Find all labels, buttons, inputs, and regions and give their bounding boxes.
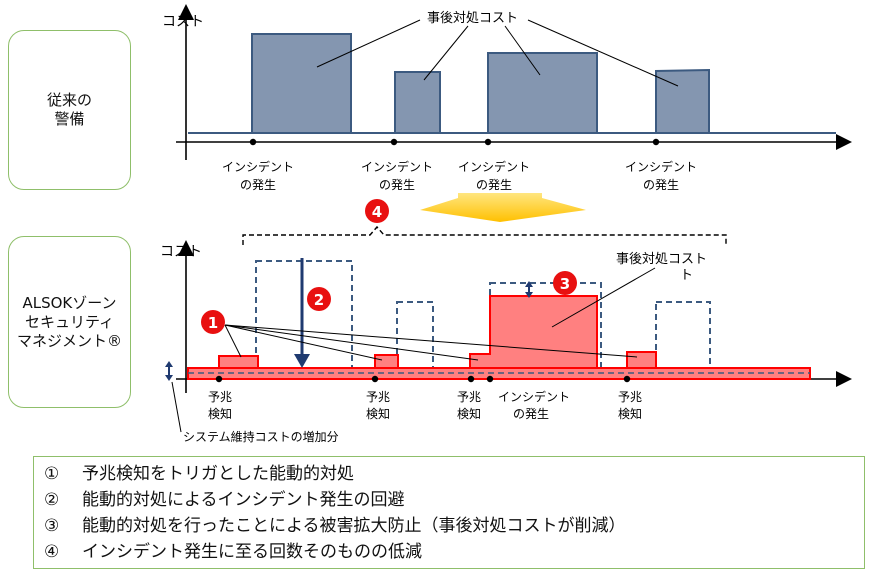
incident-label-a: インシデント	[498, 389, 570, 404]
marker-1	[201, 310, 225, 334]
bracket-4	[242, 225, 727, 245]
reduction-arrow-head-top	[525, 281, 533, 287]
top-incident-dot-3	[484, 138, 492, 146]
legend-text-1: 予兆検知をトリガとした能動的対処	[82, 464, 354, 484]
top-incident-dot-4	[652, 138, 660, 146]
legend-text-4: インシデント発生に至る回数そのものの低減	[82, 542, 422, 562]
system-cost-pointer	[171, 381, 182, 433]
legend-num-3: ③	[44, 516, 60, 536]
top-callout-line-1	[316, 19, 421, 68]
system-cost-label: システム維持コストの増加分	[183, 429, 339, 444]
conventional-security-label: 従来の 警備	[46, 91, 92, 128]
legend-item-1: ① 予兆検知をトリガとした能動的対処	[44, 461, 854, 487]
legend-item-2: ② 能動的対処によるインシデント発生の回避	[44, 487, 854, 513]
top-callout-line-4	[527, 19, 679, 87]
sign-label-3b: 検知	[457, 407, 481, 421]
top-incident-label-2b: の発生	[379, 178, 415, 192]
marker-1-line-c	[224, 324, 479, 361]
top-incident-label-4a: インシデント	[625, 159, 697, 174]
bottom-callout-pointer	[551, 267, 656, 328]
legend-text-2: 能動的対処によるインシデント発生の回避	[82, 490, 405, 510]
sign-label-1b: 検知	[208, 407, 232, 421]
marker-1-line-a	[224, 324, 242, 358]
sign-label-1a: 予兆	[208, 390, 232, 404]
avoidance-arrow-head	[294, 354, 310, 368]
sign-label-3a: 予兆	[457, 390, 481, 404]
conventional-security-box: 従来の 警備	[8, 30, 131, 190]
reduction-arrow-head-bottom	[525, 292, 533, 298]
bottom-ylabel: コスト	[160, 244, 202, 260]
marker-2	[307, 287, 331, 311]
sign-dot-4	[623, 375, 631, 383]
marker-1-line-b	[224, 324, 383, 361]
top-cost-spike-3	[487, 52, 598, 134]
system-cost-arrow-top	[165, 361, 173, 367]
top-cost-spike-4	[655, 68, 710, 134]
yellow-down-arrow	[420, 193, 586, 222]
sign-label-4b: 検知	[618, 407, 642, 421]
sign-label-4a: 予兆	[618, 390, 642, 404]
legend-num-1: ①	[44, 464, 60, 484]
zone-cost-profile	[187, 295, 811, 380]
legend-num-4: ④	[44, 542, 60, 562]
bottom-callout-line-1: 事後対処コスト	[616, 252, 707, 267]
top-incident-label-1b: の発生	[240, 178, 276, 192]
bottom-callout-line-2: ト	[680, 268, 693, 283]
marker-3	[553, 271, 577, 295]
sign-dot-1	[215, 375, 223, 383]
legend-num-2: ②	[44, 490, 60, 510]
sign-dot-3	[467, 375, 475, 383]
sign-label-2a: 予兆	[366, 390, 390, 404]
top-callout-line-2	[423, 25, 469, 81]
zone-security-box: ALSOKゾーン セキュリティ マネジメント®	[8, 236, 131, 408]
top-callout-line-3	[504, 25, 541, 76]
marker-4-label: 4	[372, 203, 382, 221]
system-cost-arrow-bottom	[165, 375, 173, 381]
marker-2-label: 2	[314, 291, 324, 309]
bottom-chart: コスト 2 3 1 事後対処コスト ト	[160, 240, 852, 444]
top-cost-spike-1	[251, 33, 352, 134]
top-incident-label-1a: インシデント	[222, 159, 294, 174]
cost-comparison-diagram: コスト 事後対処コスト インシデント の発生 インシデント の発生 インシデント…	[160, 4, 852, 444]
sign-label-2b: 検知	[366, 407, 390, 421]
legend-box: ① 予兆検知をトリガとした能動的対処 ② 能動的対処によるインシデント発生の回避…	[33, 456, 865, 569]
top-incident-label-3a: インシデント	[458, 159, 530, 174]
top-incident-dot-1	[249, 138, 257, 146]
top-incident-label-4b: の発生	[643, 178, 679, 192]
transition: 4	[242, 193, 727, 245]
marker-4	[365, 199, 389, 223]
marker-1-label: 1	[208, 314, 218, 332]
top-ylabel: コスト	[162, 14, 204, 30]
top-chart: コスト 事後対処コスト インシデント の発生 インシデント の発生 インシデント…	[162, 4, 852, 192]
incident-dot	[486, 375, 494, 383]
top-callout-label: 事後対処コスト	[427, 11, 518, 26]
original-incident-outline	[489, 282, 602, 374]
marker-3-label: 3	[560, 275, 570, 293]
top-incident-dot-2	[390, 138, 398, 146]
top-cost-spike-2	[394, 71, 441, 134]
sign-dot-2	[371, 375, 379, 383]
avoided-incident-2	[396, 301, 434, 373]
top-incident-label-3b: の発生	[476, 178, 512, 192]
incident-label-b: の発生	[513, 407, 549, 421]
avoided-incident-3	[655, 301, 711, 373]
legend-item-3: ③ 能動的対処を行ったことによる被害拡大防止（事後対処コストが削減）	[44, 513, 854, 539]
marker-1-line-d	[224, 324, 638, 358]
zone-security-label: ALSOKゾーン セキュリティ マネジメント®	[16, 293, 122, 350]
top-incident-label-2a: インシデント	[361, 159, 433, 174]
legend-text-3: 能動的対処を行ったことによる被害拡大防止（事後対処コストが削減）	[82, 516, 626, 536]
legend-item-4: ④ インシデント発生に至る回数そのものの低減	[44, 539, 854, 565]
